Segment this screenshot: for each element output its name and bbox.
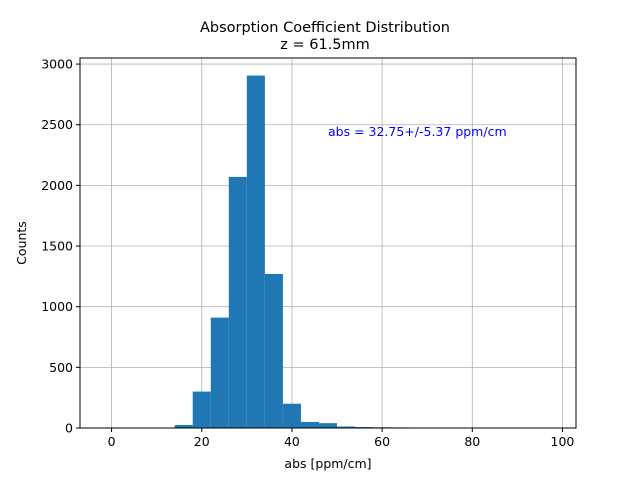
chart-title: Absorption Coefficient Distribution [200,20,450,36]
x-tick-label: 40 [284,434,300,449]
histogram-bar [300,421,319,428]
histogram-bar [174,424,193,428]
histogram-bar [318,423,338,428]
y-tick-label: 1500 [41,239,73,254]
chart-subtitle: z = 61.5mm [280,37,370,53]
x-tick-label: 100 [551,434,575,449]
histogram-bar [282,403,301,428]
mean-std-annotation: abs = 32.75+/-5.37 ppm/cm [328,124,507,139]
x-tick-label: 60 [374,434,390,449]
y-axis-label: Counts [14,221,29,265]
histogram-bars [174,75,446,429]
x-axis-ticks: 0 20 40 60 80 100 [108,428,575,449]
y-tick-label: 0 [65,421,73,436]
plot-frame [79,57,577,429]
histogram-bar [264,273,283,428]
histogram-bar [228,176,247,428]
y-tick-label: 2500 [41,117,73,132]
y-tick-label: 1000 [41,299,73,314]
y-tick-label: 2000 [41,178,73,193]
histogram-bar [192,391,211,428]
grid-lines [80,58,576,429]
y-tick-label: 500 [49,360,73,375]
histogram-bar [337,426,356,428]
x-tick-label: 0 [108,434,116,449]
histogram-bar [210,317,229,428]
x-tick-label: 20 [194,434,210,449]
x-tick-label: 80 [464,434,480,449]
y-axis-ticks: 0 500 1000 1500 2000 2500 3000 [41,57,80,436]
x-axis-label: abs [ppm/cm] [284,456,371,471]
histogram-bar [246,75,265,429]
y-tick-label: 3000 [41,57,73,72]
